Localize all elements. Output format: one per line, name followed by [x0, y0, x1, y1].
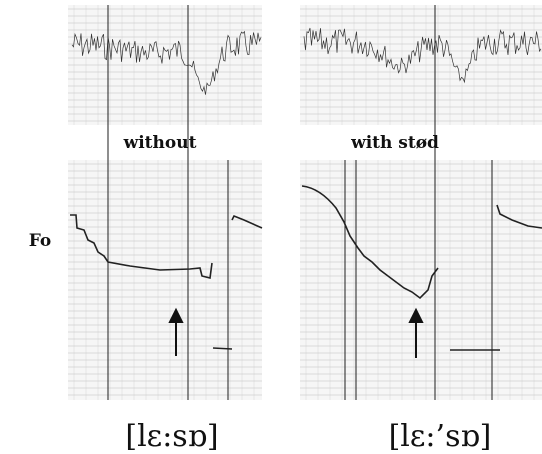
f0-trace	[231, 214, 263, 229]
panel	[68, 160, 262, 400]
axis-label: Fo	[29, 231, 51, 251]
f0-trace	[70, 214, 213, 279]
waveform	[71, 30, 262, 95]
f0-trace	[301, 185, 439, 300]
f0-trace	[496, 204, 542, 229]
waveform	[303, 27, 542, 84]
f0-trace	[212, 347, 233, 350]
panel-label: with stød	[350, 133, 439, 153]
waveforms	[71, 27, 542, 95]
arrow	[168, 307, 424, 358]
panel-label: without	[123, 133, 197, 153]
panel	[300, 160, 542, 400]
chart-paper	[68, 5, 542, 400]
transcription: [lɛ:’sɒ]	[389, 419, 492, 454]
transcription: [lɛ:sɒ]	[125, 419, 218, 454]
